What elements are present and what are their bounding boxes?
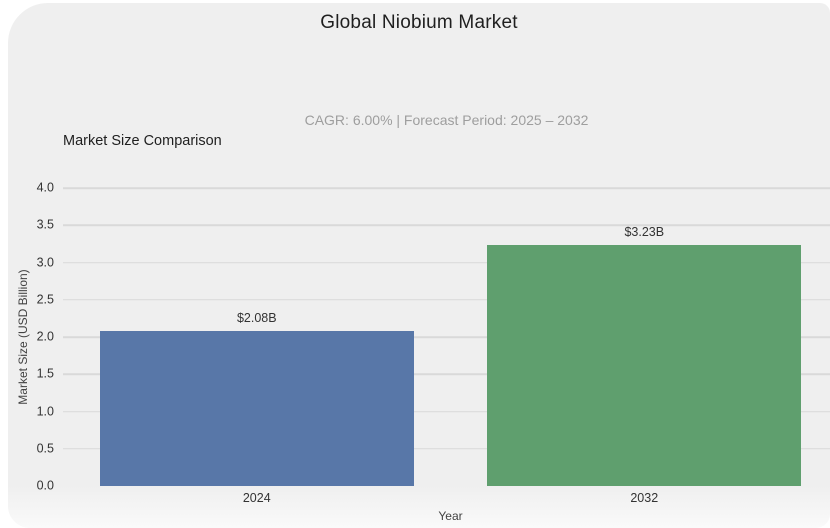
bar-value-label: $3.23B [624,225,665,240]
chart-title: Global Niobium Market [320,12,518,33]
bar-2024 [99,331,414,486]
bar-chart-plot-area: 0.0 0.5 1.0 1.5 2.0 2.5 3.0 3.5 4.0 $2.08B 2024 $3.… [37,181,830,505]
gridline [63,261,830,264]
y-tick-label: 0.5 [36,441,54,456]
gridline [63,224,830,227]
bar-2032 [487,245,802,486]
gridline [63,373,830,376]
gridline [63,298,830,301]
chart-card: Global Niobium Market CAGR: 6.00% | Fore… [8,3,830,528]
gridline [63,336,830,338]
bar-value-label: $2.08B [236,311,277,326]
gridline [63,187,830,189]
y-tick-label: 0.0 [36,478,54,493]
y-tick-label: 3.0 [36,255,54,270]
gridline [63,447,830,450]
x-axis-label: Year [438,509,463,523]
chart-subtitle: CAGR: 6.00% | Forecast Period: 2025 – 20… [304,112,589,128]
y-tick-label: 2.0 [36,329,54,344]
x-tick-label: 2032 [630,491,659,505]
y-axis-label: Market Size (USD Billion) [16,269,30,405]
gridline [63,410,830,413]
y-tick-label: 2.5 [36,292,54,307]
section-title: Market Size Comparison [63,133,222,149]
x-tick-label: 2024 [242,491,271,505]
y-tick-label: 3.5 [36,217,54,232]
y-tick-label: 1.5 [36,366,54,381]
y-tick-label: 1.0 [36,404,54,419]
y-tick-label: 4.0 [36,180,54,195]
